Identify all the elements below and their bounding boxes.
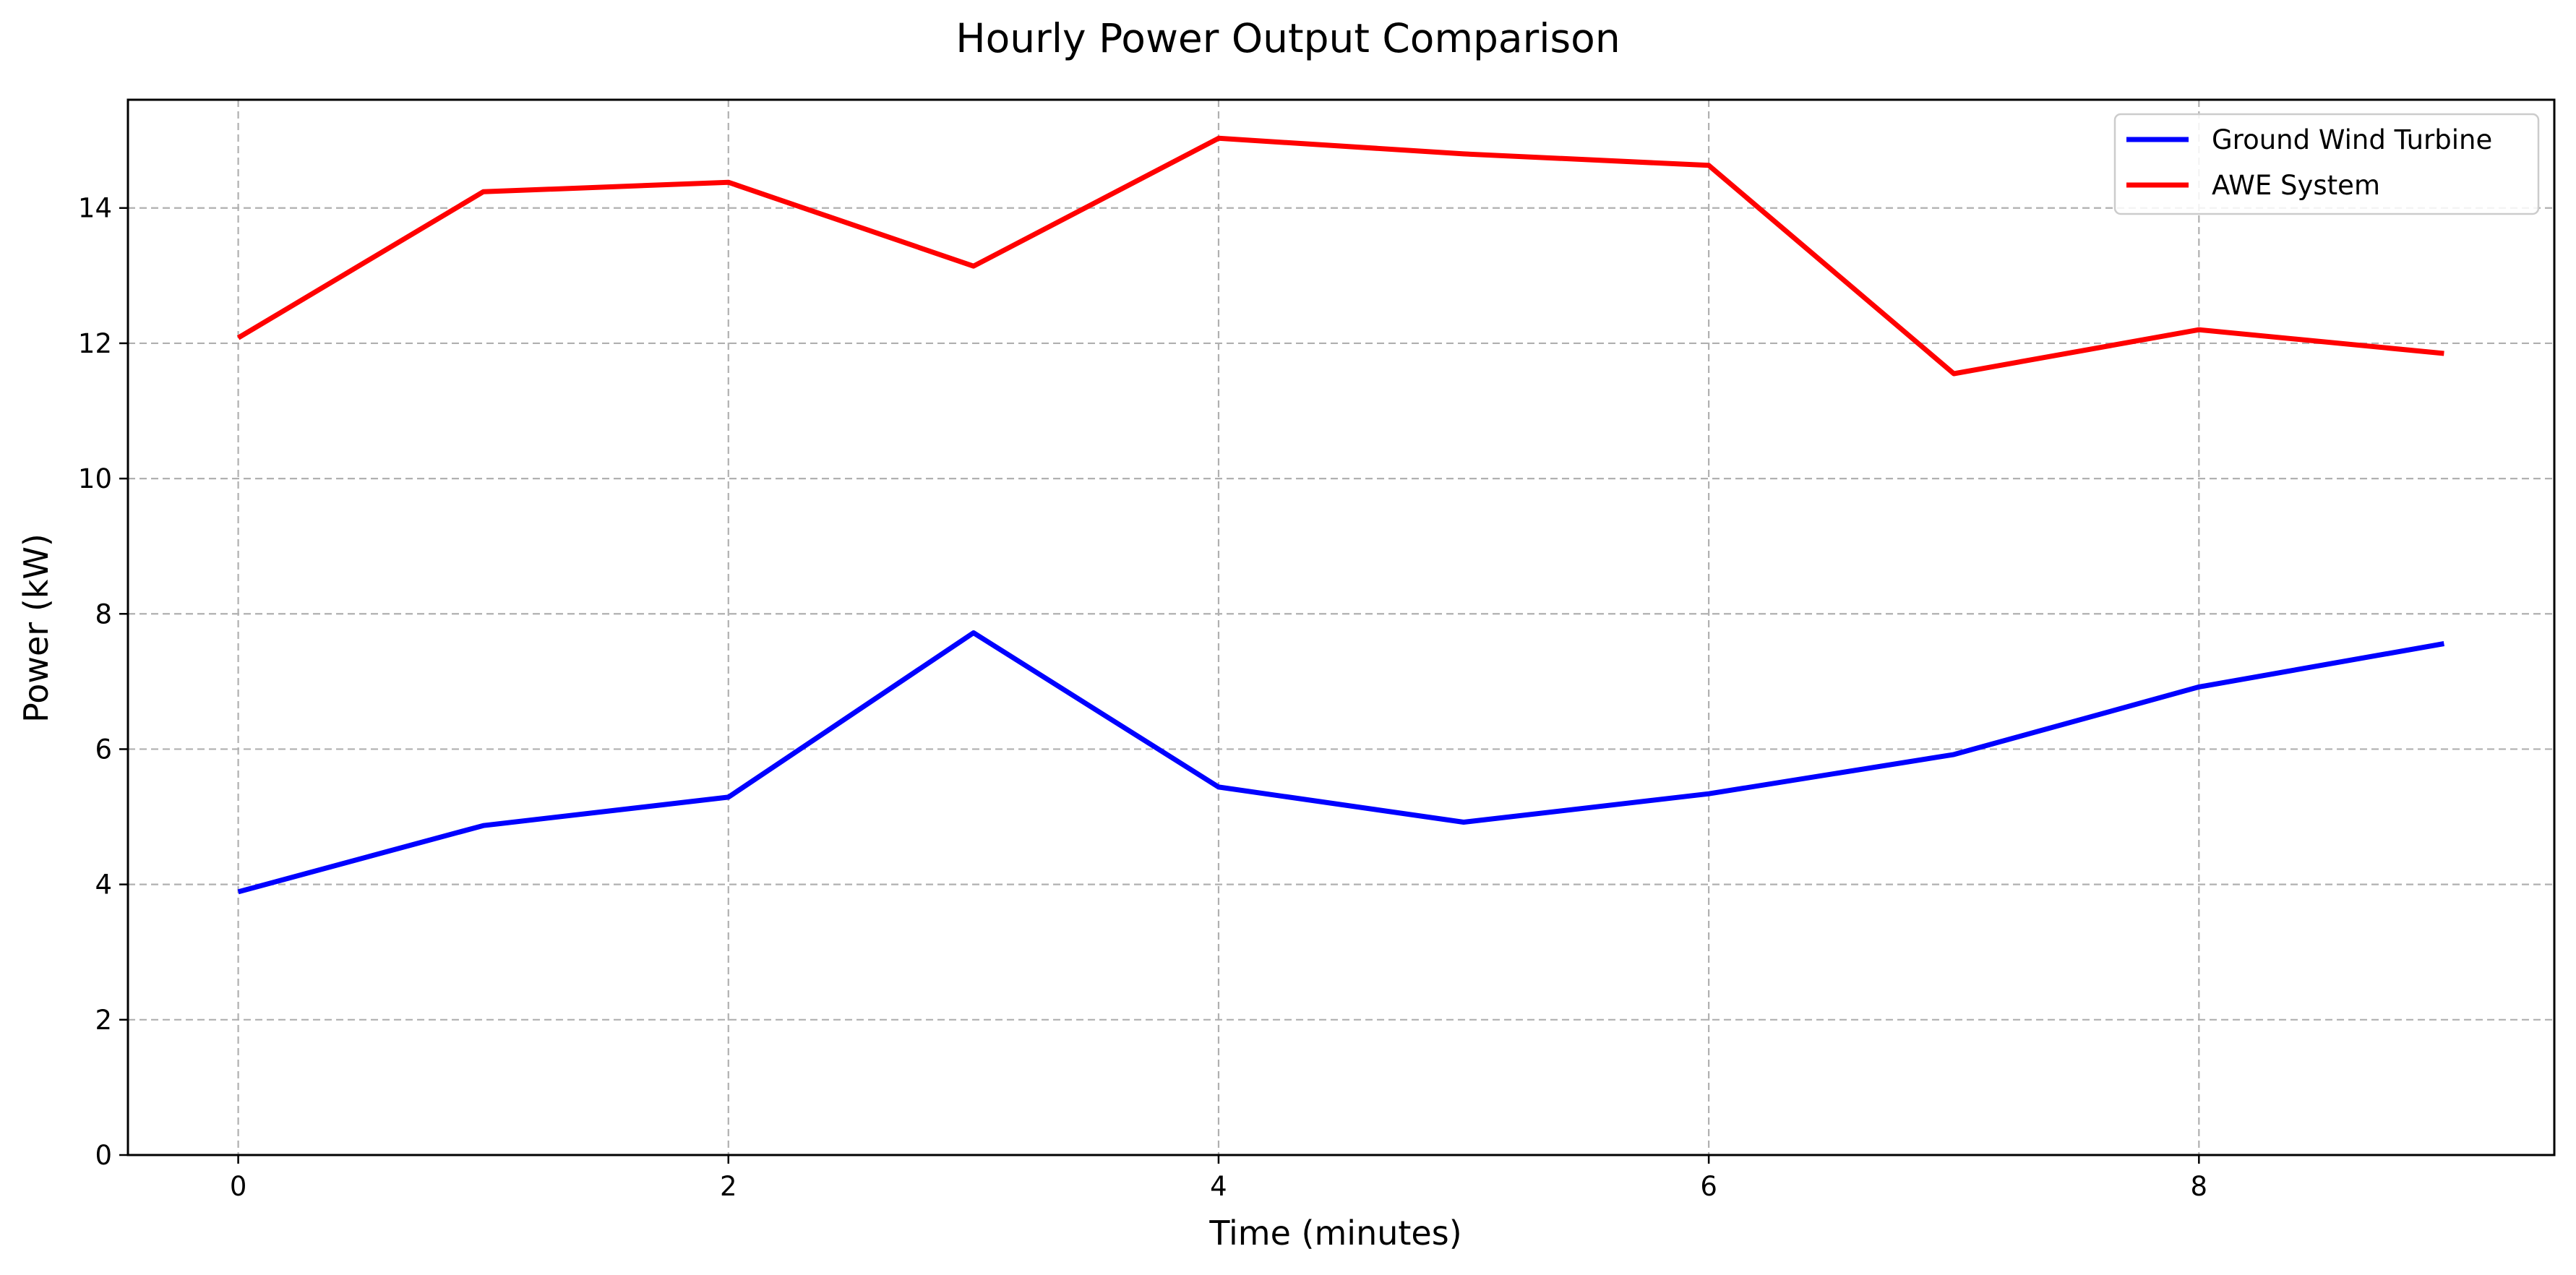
chart-title: Hourly Power Output Comparison [956,15,1620,61]
y-axis-label: Power (kW) [17,533,56,723]
series-line-ground-wind-turbine [237,630,2445,895]
legend: Ground Wind Turbine AWE System [2113,113,2540,215]
y-tick-label: 8 [95,598,112,630]
x-axis-label: Time (minutes) [1208,1214,1461,1253]
legend-label: AWE System [2212,170,2380,201]
grid [128,100,2554,1156]
y-tick-label: 4 [95,870,112,901]
y-tick-label: 14 [78,193,112,224]
series-line-awe-system [236,135,2444,377]
x-tick-label: 4 [1210,1171,1227,1202]
y-tick-label: 2 [95,1005,112,1036]
y-tick-label: 10 [78,463,112,494]
x-tick-label: 8 [2191,1171,2208,1202]
y-tick-label: 0 [95,1140,112,1171]
legend-label: Ground Wind Turbine [2212,124,2492,155]
axis-ticks: 0 2 4 6 8 0 2 4 6 8 10 12 14 [78,193,2207,1202]
x-tick-label: 2 [720,1171,737,1202]
plot-frame [126,98,2556,1156]
legend-box [2113,113,2540,215]
y-tick-label: 12 [78,328,112,359]
x-tick-label: 0 [230,1171,247,1202]
series-lines [236,135,2445,895]
y-tick-label: 6 [95,734,112,765]
x-tick-label: 6 [1700,1171,1717,1202]
